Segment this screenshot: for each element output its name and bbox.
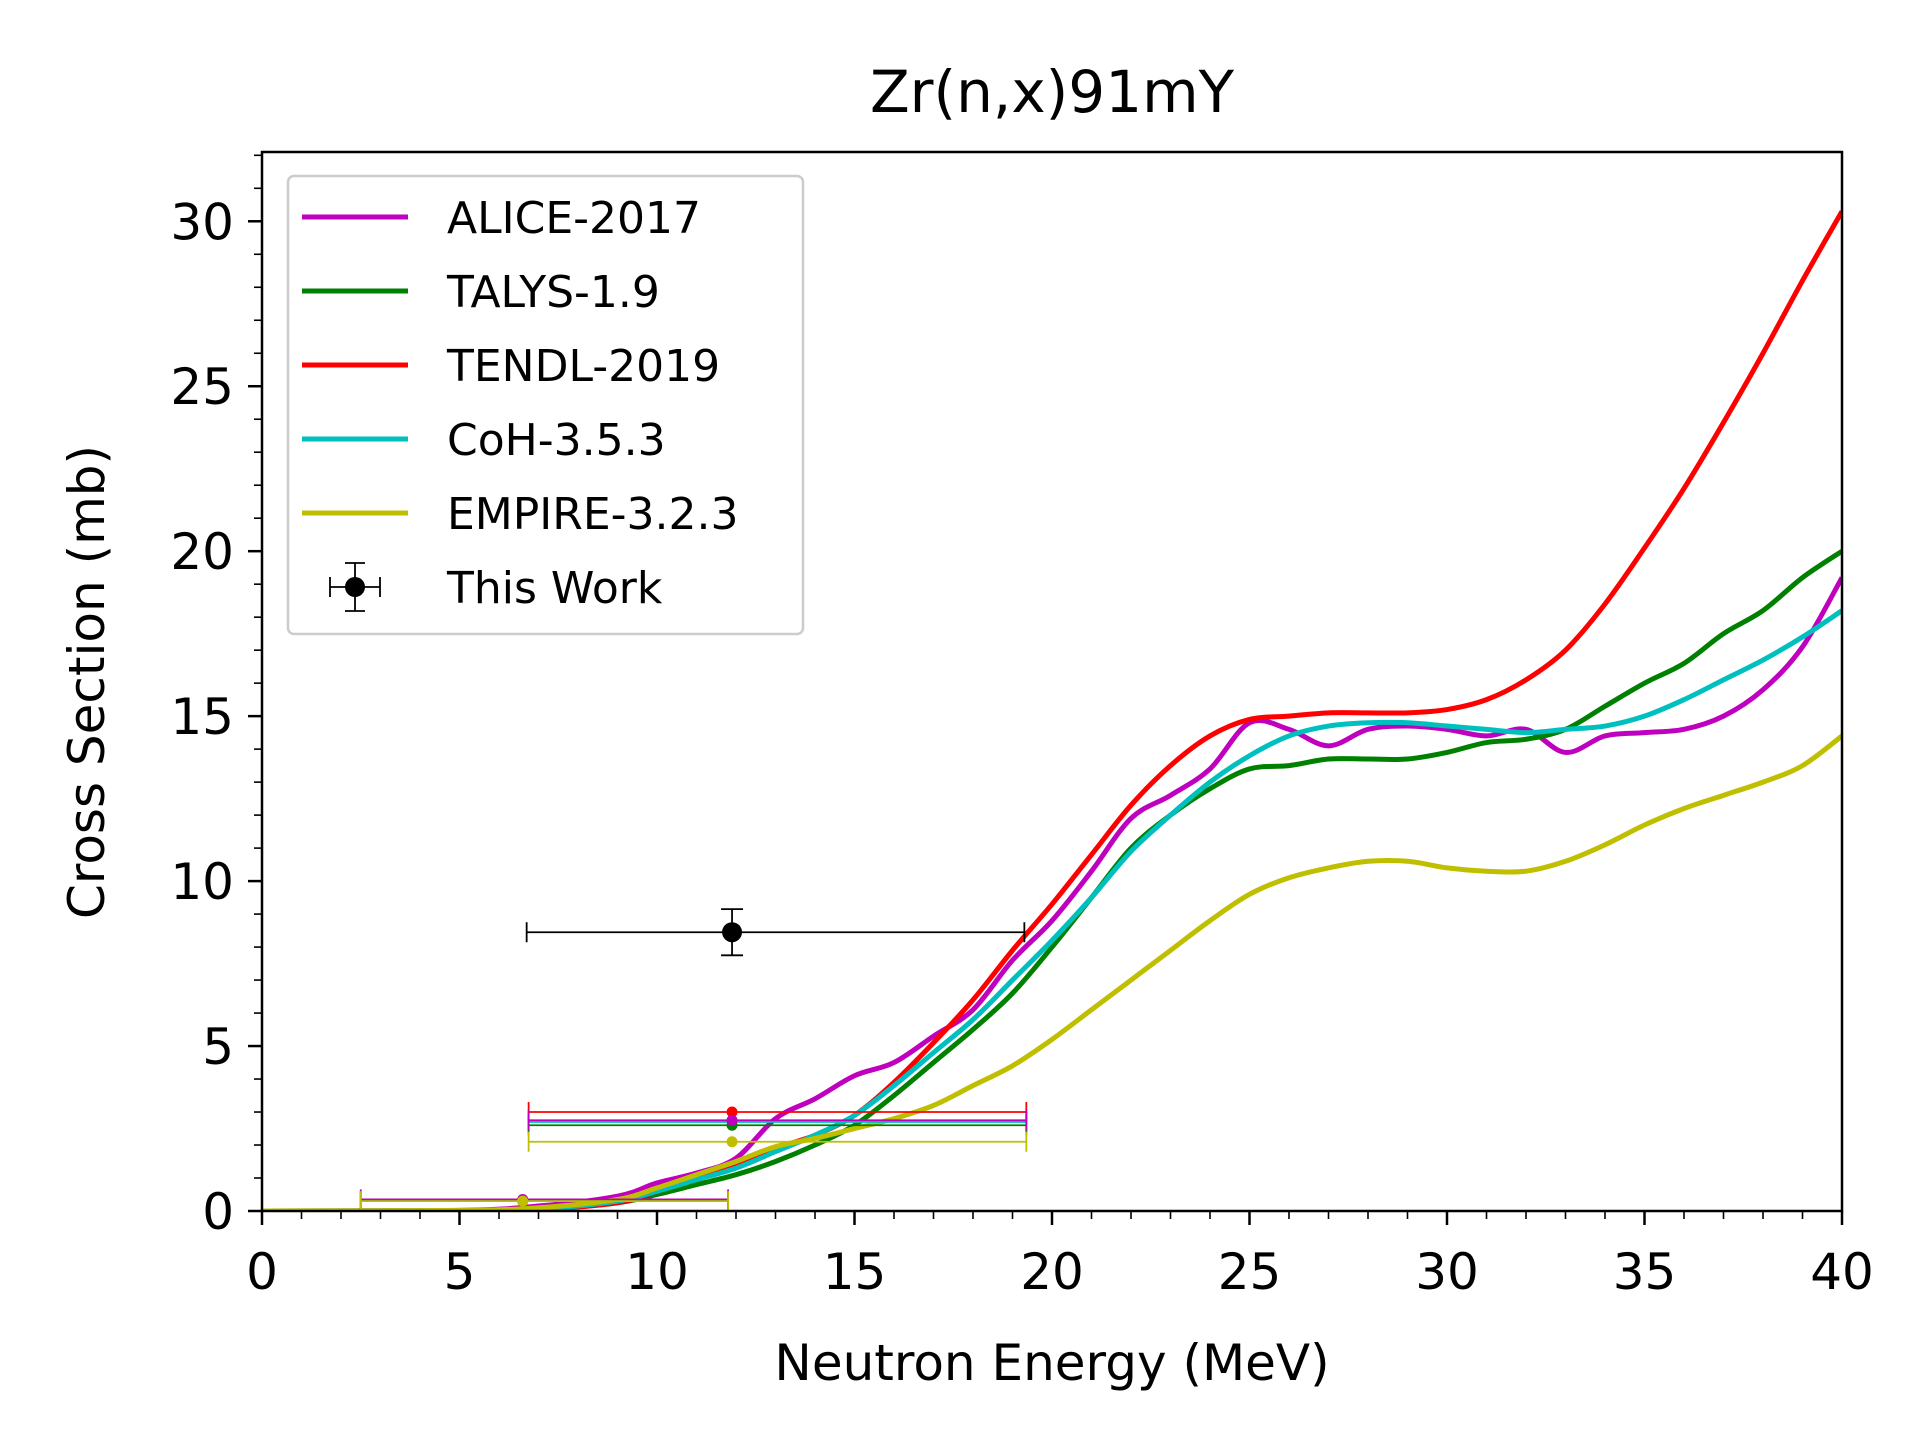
legend-label-coh-3-5-3: CoH-3.5.3 bbox=[447, 415, 666, 466]
y-axis-label: Cross Section (mb) bbox=[58, 445, 116, 919]
x-tick-label: 40 bbox=[1810, 1243, 1874, 1301]
avg-point-marker bbox=[726, 1136, 738, 1148]
legend-label-tendl-2019: TENDL-2019 bbox=[446, 341, 720, 392]
avg-point-marker bbox=[726, 1114, 738, 1126]
x-tick-label: 30 bbox=[1415, 1243, 1479, 1301]
legend-label-talys-1-9: TALYS-1.9 bbox=[446, 267, 660, 318]
y-tick-label: 20 bbox=[170, 523, 234, 581]
plot-area bbox=[260, 150, 1844, 1213]
x-tick-label: 0 bbox=[246, 1243, 278, 1301]
chart-title: Zr(n,x)91mY bbox=[870, 58, 1235, 126]
legend-label-alice-2017: ALICE-2017 bbox=[447, 193, 701, 244]
x-tick-label: 10 bbox=[625, 1243, 689, 1301]
this-work-point bbox=[525, 908, 1026, 957]
legend-box bbox=[286, 174, 805, 636]
series-line-empire-3-2-3 bbox=[262, 733, 1842, 1211]
y-tick-label: 0 bbox=[202, 1183, 234, 1241]
averaged-points bbox=[359, 1102, 1028, 1212]
legend: ALICE-2017 TALYS-1.9 TENDL-2019 CoH-3.5.3 EM… bbox=[286, 174, 805, 636]
y-axis: 0 5 10 15 20 25 30 bbox=[170, 154, 262, 1241]
legend-label-empire-3-2-3: EMPIRE-3.2.3 bbox=[447, 489, 738, 540]
x-axis-label: Neutron Energy (MeV) bbox=[774, 1334, 1329, 1392]
x-tick-label: 15 bbox=[823, 1243, 887, 1301]
x-tick-label: 5 bbox=[444, 1243, 476, 1301]
this-work-marker bbox=[722, 922, 743, 943]
avg-point-marker bbox=[517, 1195, 529, 1207]
y-tick-label: 25 bbox=[170, 358, 234, 416]
x-tick-label: 25 bbox=[1218, 1243, 1282, 1301]
legend-label-this-work: This Work bbox=[446, 563, 663, 614]
y-tick-label: 5 bbox=[202, 1018, 234, 1076]
series-lines bbox=[262, 210, 1842, 1211]
avg-point-marker bbox=[726, 1106, 738, 1118]
series-line-coh-3-5-3 bbox=[262, 608, 1842, 1211]
x-tick-label: 20 bbox=[1020, 1243, 1084, 1301]
legend-swatch-this-work-marker bbox=[345, 577, 365, 597]
y-tick-label: 15 bbox=[170, 688, 234, 746]
x-tick-label: 35 bbox=[1613, 1243, 1677, 1301]
y-tick-label: 30 bbox=[170, 193, 234, 251]
y-tick-label: 10 bbox=[170, 853, 234, 911]
x-axis: 0 5 10 15 20 25 30 35 40 bbox=[246, 1211, 1874, 1301]
